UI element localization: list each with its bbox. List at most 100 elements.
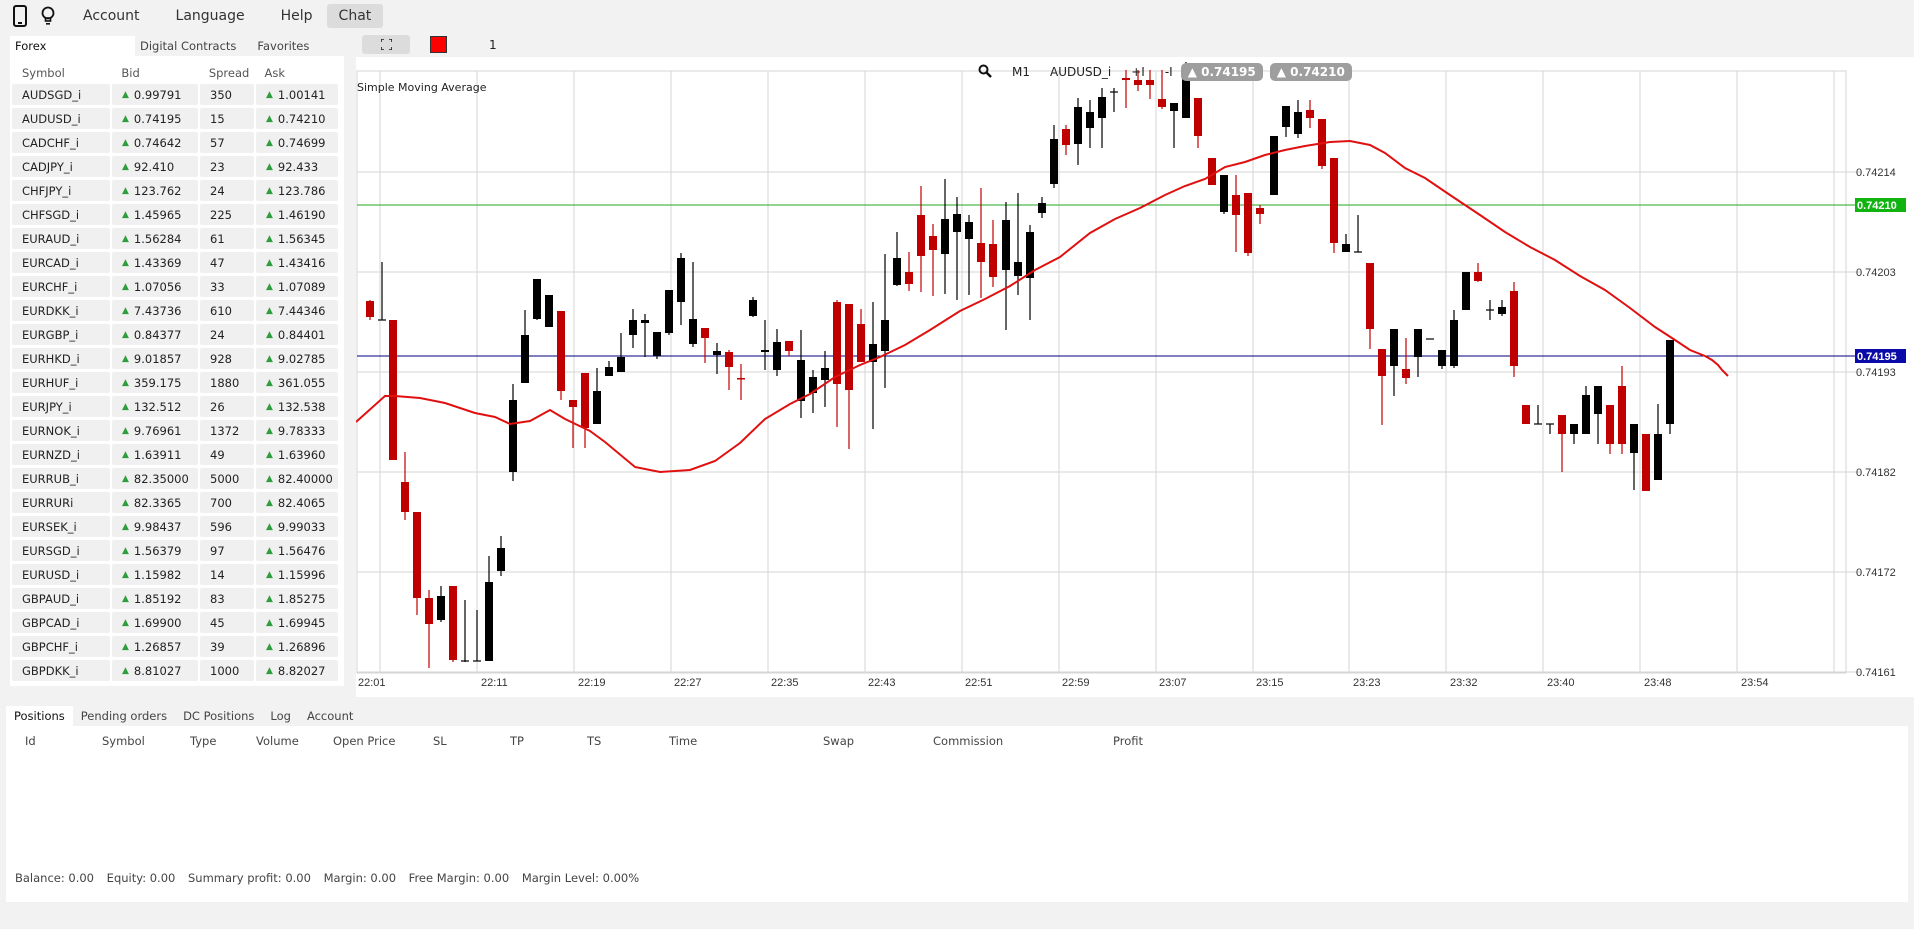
symbol-row[interactable]: EURRURi ▲ 82.3365 700 ▲ 82.4065 xyxy=(12,492,342,513)
symbol-row[interactable]: EURUSD_i ▲ 1.15982 14 ▲ 1.15996 xyxy=(12,564,342,585)
symbol-row[interactable]: EURAUD_i ▲ 1.56284 61 ▲ 1.56345 xyxy=(12,228,342,249)
y-axis-tick: 0.74182 xyxy=(1856,467,1896,479)
ask-cell: ▲ 82.40000 xyxy=(256,468,338,489)
symbol-row[interactable]: GBPAUD_i ▲ 1.85192 83 ▲ 1.85275 xyxy=(12,588,342,609)
symbol-row[interactable]: EURDKK_i ▲ 7.43736 610 ▲ 7.44346 xyxy=(12,300,342,321)
bid-cell: ▲ 9.01857 xyxy=(112,348,198,369)
ask-cell-text: 0.84401 xyxy=(277,327,326,342)
candlestick-chart[interactable]: 0.74214 0.74203 0.74193 0.74182 0.74172 0.741… xyxy=(356,57,1914,697)
free-margin-value: Free Margin: 0.00 xyxy=(408,871,510,885)
symbol-row[interactable]: EURGBP_i ▲ 0.84377 24 ▲ 0.84401 xyxy=(12,324,342,345)
line-width-value[interactable]: 1 xyxy=(489,37,497,52)
spread-cell-text: 225 xyxy=(210,207,232,222)
spread-cell-text: 15 xyxy=(210,111,225,126)
symbol-cell: GBPDKK_i xyxy=(12,660,110,681)
spread-cell: 39 xyxy=(200,636,254,657)
symbol-row[interactable]: AUDSGD_i ▲ 0.99791 350 ▲ 1.00141 xyxy=(12,84,342,105)
ask-cell-text: 8.82027 xyxy=(277,663,326,678)
bid-cell: ▲ 1.07056 xyxy=(112,276,198,297)
buy-ask-button[interactable]: ▲ 0.74210 xyxy=(1269,63,1352,81)
tab-favorites[interactable]: Favorites xyxy=(257,39,310,53)
symbol-cell: EURSGD_i xyxy=(12,540,110,561)
chart-symbol[interactable]: AUDUSD_i xyxy=(1050,65,1112,79)
symbol-cell: CHFJPY_i xyxy=(12,180,110,201)
spread-cell-text: 24 xyxy=(210,327,225,342)
fullscreen-button[interactable] xyxy=(362,35,410,54)
symbol-row[interactable]: CHFJPY_i ▲ 123.762 24 ▲ 123.786 xyxy=(12,180,342,201)
ask-cell-text: 1.43416 xyxy=(277,255,326,270)
bid-cell-text: 1.69900 xyxy=(133,615,182,630)
spread-cell-text: 26 xyxy=(210,399,225,414)
menu-help[interactable]: Help xyxy=(280,8,313,24)
symbol-cell: EURDKK_i xyxy=(12,300,110,321)
bid-cell: ▲ 92.410 xyxy=(112,156,198,177)
up-arrow-icon: ▲ xyxy=(266,593,273,604)
mobile-phone-icon[interactable] xyxy=(9,4,31,28)
tab-pending-orders[interactable]: Pending orders xyxy=(80,709,168,723)
zoom-in-button[interactable]: +I xyxy=(1131,65,1145,79)
bid-cell: ▲ 132.512 xyxy=(112,396,198,417)
y-axis-tick: 0.74172 xyxy=(1856,567,1896,579)
tab-account[interactable]: Account xyxy=(306,709,354,723)
tab-positions[interactable]: Positions xyxy=(6,706,73,726)
bid-cell-text: 1.56284 xyxy=(133,231,182,246)
symbol-cell-text: EURGBP_i xyxy=(22,327,79,342)
symbol-row[interactable]: GBPCAD_i ▲ 1.69900 45 ▲ 1.69945 xyxy=(12,612,342,633)
spread-cell-text: 610 xyxy=(210,303,232,318)
symbol-row[interactable]: EURCAD_i ▲ 1.43369 47 ▲ 1.43416 xyxy=(12,252,342,273)
symbol-row[interactable]: CADCHF_i ▲ 0.74642 57 ▲ 0.74699 xyxy=(12,132,342,153)
up-arrow-icon: ▲ xyxy=(122,209,129,220)
symbol-row[interactable]: EURRUB_i ▲ 82.35000 5000 ▲ 82.40000 xyxy=(12,468,342,489)
x-axis-tick: 22:43 xyxy=(868,677,896,689)
svg-text:0.74210: 0.74210 xyxy=(1857,200,1897,212)
balance-value: Balance: 0.00 xyxy=(15,871,95,885)
line-color-picker[interactable] xyxy=(430,36,447,53)
chart-header: M1 AUDUSD_i +I -I ▲ 0.74195 ▲ 0.74210 xyxy=(968,63,1352,81)
x-axis-tick: 23:15 xyxy=(1256,677,1284,689)
bid-cell: ▲ 1.43369 xyxy=(112,252,198,273)
menu-account[interactable]: Account xyxy=(83,8,140,24)
symbol-row[interactable]: EURSEK_i ▲ 9.98437 596 ▲ 9.99033 xyxy=(12,516,342,537)
symbol-cell-text: AUDSGD_i xyxy=(22,87,82,102)
up-arrow-icon: ▲ xyxy=(122,449,129,460)
symbol-row[interactable]: EURNZD_i ▲ 1.63911 49 ▲ 1.63960 xyxy=(12,444,342,465)
ask-cell: ▲ 0.74210 xyxy=(256,108,338,129)
lightbulb-icon[interactable] xyxy=(37,4,59,28)
symbol-row[interactable]: EURHKD_i ▲ 9.01857 928 ▲ 9.02785 xyxy=(12,348,342,369)
tab-log[interactable]: Log xyxy=(270,709,291,723)
symbol-row[interactable]: EURHUF_i ▲ 359.175 1880 ▲ 361.055 xyxy=(12,372,342,393)
spread-cell: 45 xyxy=(200,612,254,633)
tab-forex[interactable]: Forex xyxy=(10,36,135,56)
ask-cell: ▲ 123.786 xyxy=(256,180,338,201)
symbol-row[interactable]: EURJPY_i ▲ 132.512 26 ▲ 132.538 xyxy=(12,396,342,417)
symbol-row[interactable]: CADJPY_i ▲ 92.410 23 ▲ 92.433 xyxy=(12,156,342,177)
symbol-row[interactable]: CHFSGD_i ▲ 1.45965 225 ▲ 1.46190 xyxy=(12,204,342,225)
tab-dc-positions[interactable]: DC Positions xyxy=(183,709,255,723)
ask-cell-text: 1.69945 xyxy=(277,615,326,630)
symbol-row[interactable]: EURNOK_i ▲ 9.76961 1372 ▲ 9.78333 xyxy=(12,420,342,441)
symbol-cell-text: EURJPY_i xyxy=(22,399,72,414)
symbol-row[interactable]: AUDUSD_i ▲ 0.74195 15 ▲ 0.74210 xyxy=(12,108,342,129)
spread-cell: 1372 xyxy=(200,420,254,441)
ask-cell: ▲ 1.07089 xyxy=(256,276,338,297)
magnifier-icon[interactable] xyxy=(978,64,992,81)
tab-digital-contracts[interactable]: Digital Contracts xyxy=(140,39,237,53)
symbols-tabs: Forex Digital Contracts Favorites xyxy=(10,36,344,56)
symbol-row[interactable]: EURCHF_i ▲ 1.07056 33 ▲ 1.07089 xyxy=(12,276,342,297)
symbol-row[interactable]: GBPCHF_i ▲ 1.26857 39 ▲ 1.26896 xyxy=(12,636,342,657)
menu-chat[interactable]: Chat xyxy=(326,4,384,28)
price-chart[interactable]: 0.74214 0.74203 0.74193 0.74182 0.74172 0.741… xyxy=(356,57,1914,697)
sell-bid-button[interactable]: ▲ 0.74195 xyxy=(1180,63,1263,81)
bid-cell-text: 123.762 xyxy=(133,183,182,198)
up-arrow-icon: ▲ xyxy=(122,569,129,580)
up-arrow-icon: ▲ xyxy=(266,353,273,364)
spread-cell: 14 xyxy=(200,564,254,585)
zoom-out-button[interactable]: -I xyxy=(1164,65,1173,79)
spread-cell-text: 97 xyxy=(210,543,225,558)
symbol-row[interactable]: GBPDKK_i ▲ 8.81027 1000 ▲ 8.82027 xyxy=(12,660,342,681)
timeframe-selector[interactable]: M1 xyxy=(1012,65,1030,79)
menu-language[interactable]: Language xyxy=(175,8,245,24)
bid-cell: ▲ 1.69900 xyxy=(112,612,198,633)
bid-cell: ▲ 9.98437 xyxy=(112,516,198,537)
symbol-row[interactable]: EURSGD_i ▲ 1.56379 97 ▲ 1.56476 xyxy=(12,540,342,561)
